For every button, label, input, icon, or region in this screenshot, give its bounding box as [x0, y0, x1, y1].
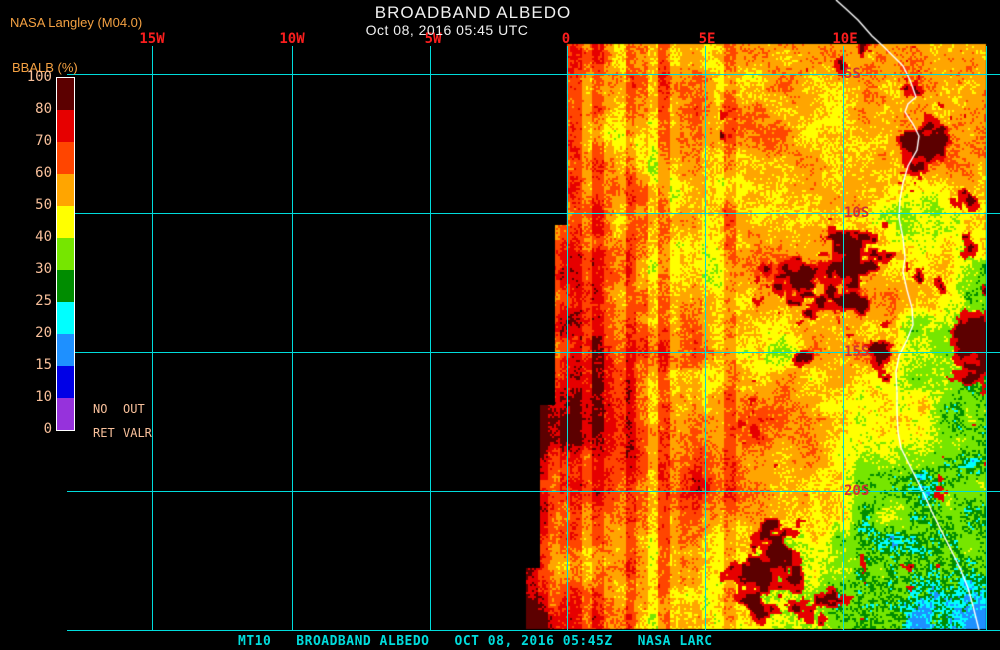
grid-line-vertical: [430, 46, 431, 630]
lon-label-0: 0: [561, 31, 571, 47]
lon-label-5W: 5W: [424, 31, 442, 47]
colorbar-tick-label: 40: [35, 229, 52, 245]
lat-label-15S: 15S: [844, 344, 870, 360]
grid-line-vertical: [292, 46, 293, 630]
colorbar-segment-50-60: [57, 174, 74, 206]
colorbar: [56, 77, 75, 431]
lat-label-20S: 20S: [844, 483, 870, 499]
colorbar-segment-10-15: [57, 366, 74, 398]
colorbar-tick-label: 100: [26, 69, 52, 85]
grid-line-vertical: [567, 46, 568, 630]
flag-valr: VALR: [123, 426, 152, 440]
lon-label-10W: 10W: [279, 31, 305, 47]
colorbar-segment-0-10: [57, 398, 74, 430]
lat-label-10S: 10S: [844, 205, 870, 221]
flag-ret: RET: [93, 426, 115, 440]
footer-status-text: MT10 BROADBAND ALBEDO OCT 08, 2016 05:45…: [238, 634, 713, 649]
grid-line-vertical: [986, 46, 987, 630]
colorbar-tick-label: 20: [35, 325, 52, 341]
colorbar-tick-label: 10: [35, 389, 52, 405]
grid-line-horizontal: [67, 491, 1000, 492]
colorbar-segment-30-40: [57, 238, 74, 270]
colorbar-tick-label: 25: [35, 293, 52, 309]
colorbar-tick-label: 30: [35, 261, 52, 277]
colorbar-tick-label: 70: [35, 133, 52, 149]
grid-line-horizontal: [67, 213, 1000, 214]
grid-line-vertical: [843, 46, 844, 630]
page-title: BROADBAND ALBEDO: [374, 3, 572, 22]
colorbar-title: BBALB (%): [12, 60, 78, 75]
source-label: NASA Langley (M04.0): [10, 15, 143, 30]
grid-line-horizontal: [67, 74, 1000, 75]
colorbar-tick-label: 80: [35, 101, 52, 117]
colorbar-segment-40-50: [57, 206, 74, 238]
colorbar-segment-80-100: [57, 78, 74, 110]
timestamp-subtitle: Oct 08, 2016 05:45 UTC: [365, 22, 529, 38]
grid-line-vertical: [705, 46, 706, 630]
grid-line-horizontal: [67, 352, 1000, 353]
colorbar-segment-70-80: [57, 110, 74, 142]
colorbar-tick-label: 50: [35, 197, 52, 213]
flag-out: OUT: [123, 402, 145, 416]
colorbar-segment-20-25: [57, 302, 74, 334]
colorbar-tick-label: 15: [35, 357, 52, 373]
colorbar-segment-15-20: [57, 334, 74, 366]
colorbar-segment-60-70: [57, 142, 74, 174]
flag-no: NO: [93, 402, 108, 416]
colorbar-tick-label: 60: [35, 165, 52, 181]
lon-label-5E: 5E: [698, 31, 716, 47]
grid-line-vertical: [152, 46, 153, 630]
footer-bar: MT10 BROADBAND ALBEDO OCT 08, 2016 05:45…: [0, 631, 1000, 650]
lon-label-15W: 15W: [139, 31, 165, 47]
lat-label-5S: 5S: [844, 66, 861, 82]
colorbar-tick-label: 0: [43, 421, 52, 437]
grid-line-horizontal: [67, 630, 1000, 631]
lon-label-10E: 10E: [832, 31, 858, 47]
colorbar-segment-25-30: [57, 270, 74, 302]
